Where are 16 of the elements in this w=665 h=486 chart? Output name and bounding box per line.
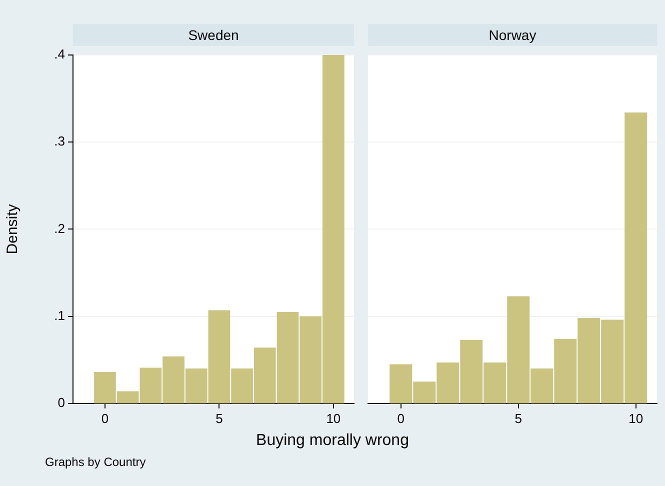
x-tick-label: 10 <box>628 410 644 426</box>
text: Graphs by Country <box>45 455 146 469</box>
x-tick-label: 5 <box>514 410 522 426</box>
y-axis-title: Density <box>4 204 22 254</box>
x-axis-title: Buying morally wrong <box>255 432 410 450</box>
x-tick-label: 0 <box>397 410 405 426</box>
chart-title: Norway <box>368 24 657 46</box>
x-tick-label: 0 <box>101 410 109 426</box>
y-tick-label: .1 <box>54 308 65 323</box>
y-tick-label: 0 <box>58 394 65 410</box>
y-tick-label: .2 <box>54 220 65 236</box>
y-tick-label: .4 <box>54 46 65 62</box>
x-tick-label: 5 <box>216 410 223 426</box>
chart-title: Sweden <box>73 24 354 46</box>
y-tick-label: .3 <box>54 134 65 149</box>
x-tick-label: 10 <box>326 410 341 426</box>
